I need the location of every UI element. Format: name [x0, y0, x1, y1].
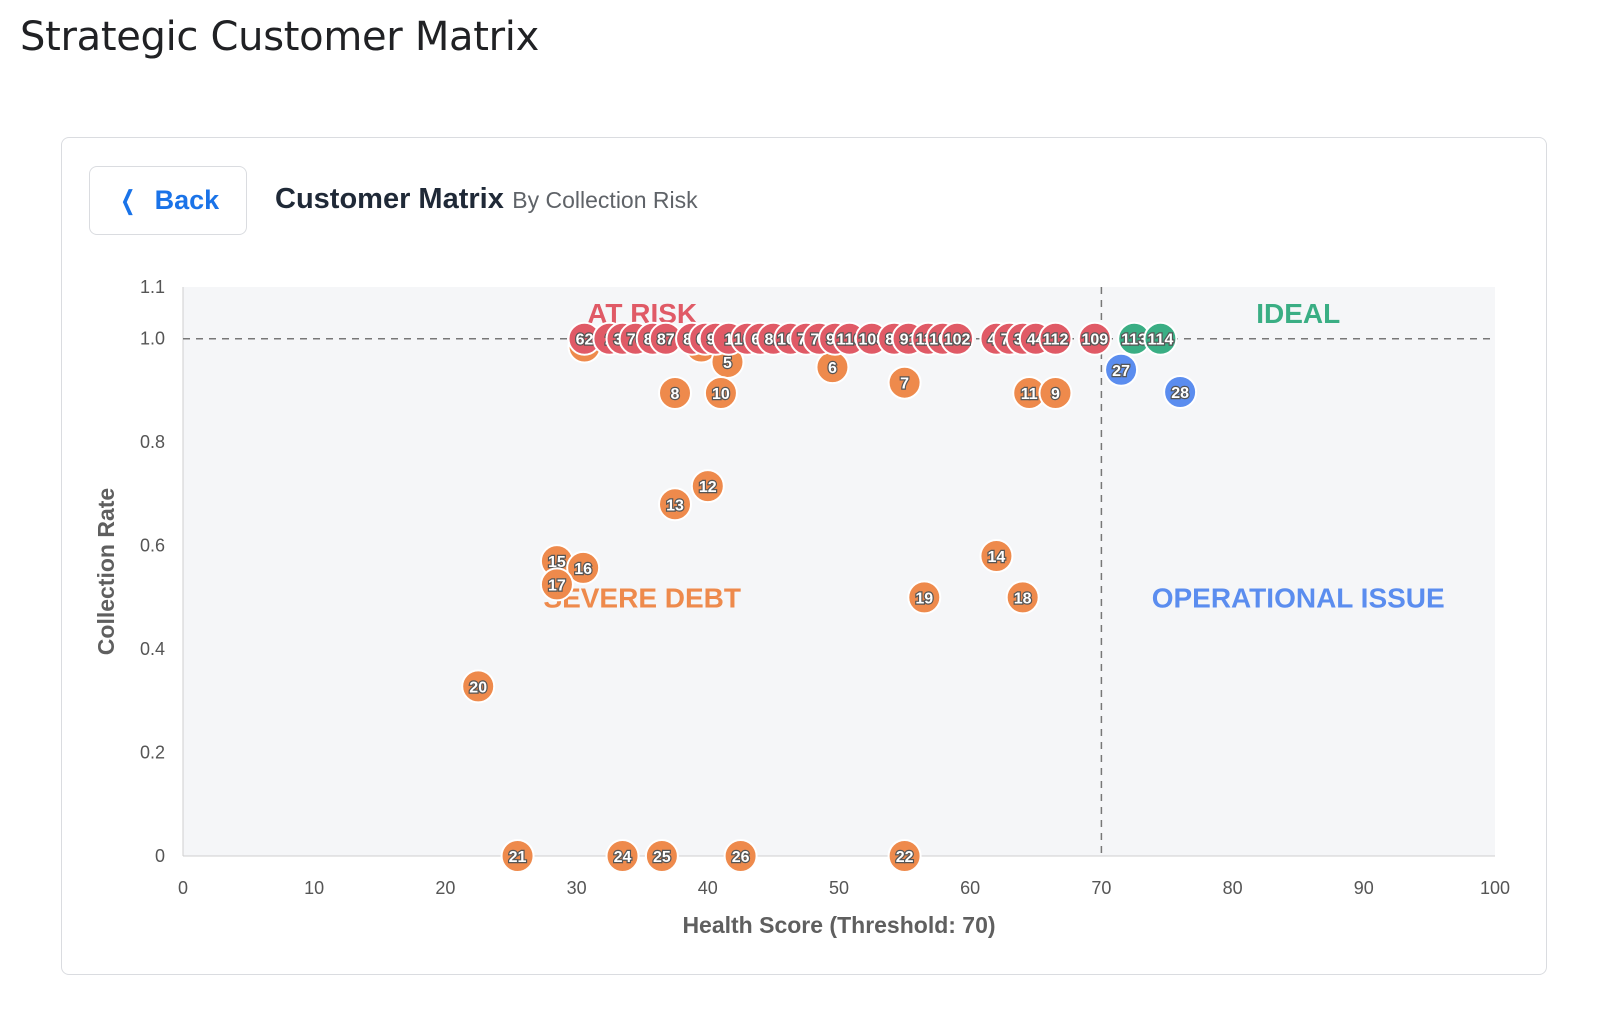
data-point-label-11: 11 [1021, 386, 1038, 403]
data-point-label-114: 114 [1148, 332, 1174, 349]
data-point-label-87: 87 [657, 332, 675, 349]
quadrant-label-operational-issue: OPERATIONAL ISSUE [1152, 582, 1445, 613]
chart-heading: Customer Matrix By Collection Risk [275, 183, 698, 216]
chevron-left-icon: ❮ [120, 185, 136, 216]
x-tick-label: 60 [960, 878, 980, 898]
data-point-13[interactable] [658, 487, 692, 522]
data-point-28[interactable] [1163, 375, 1198, 410]
quadrant-label-severe-debt: SEVERE DEBT [543, 582, 741, 613]
data-point-label-15: 15 [548, 554, 566, 571]
data-point-label-7: 7 [900, 376, 909, 393]
data-point-label-18: 18 [1014, 590, 1032, 607]
x-tick-label: 40 [698, 878, 718, 898]
y-tick-label: 0.6 [140, 536, 165, 556]
data-point-label-20: 20 [469, 679, 487, 696]
data-point-19[interactable] [907, 580, 942, 615]
x-tick-label: 80 [1223, 878, 1243, 898]
data-point-10[interactable] [703, 376, 738, 411]
data-point-114[interactable] [1143, 321, 1178, 356]
data-point-label-62: 62 [576, 332, 594, 349]
x-tick-label: 50 [829, 878, 849, 898]
data-point-21[interactable] [500, 839, 535, 873]
data-point-label-16: 16 [574, 561, 592, 578]
data-point-18[interactable] [1005, 580, 1040, 615]
chart-subtitle: By Collection Risk [512, 187, 698, 213]
data-point-label-102: 102 [944, 332, 971, 349]
data-point-12[interactable] [690, 469, 725, 504]
data-point-22[interactable] [887, 839, 922, 873]
data-point-27[interactable] [1104, 352, 1139, 387]
data-point-label-6: 6 [828, 360, 837, 377]
chart-title: Customer Matrix [275, 183, 504, 215]
data-point-label-21: 21 [509, 849, 527, 866]
data-point-label-24: 24 [614, 849, 632, 866]
data-point-109[interactable] [1077, 321, 1112, 356]
x-tick-label: 70 [1091, 878, 1111, 898]
data-point-7[interactable] [887, 365, 922, 400]
data-point-25[interactable] [644, 839, 679, 873]
y-tick-label: 0 [155, 846, 165, 866]
y-tick-label: 0.2 [140, 743, 165, 763]
data-point-label-17: 17 [548, 577, 566, 594]
data-point-8[interactable] [658, 376, 692, 411]
data-point-16[interactable] [566, 550, 601, 585]
data-point-label-1: 1 [724, 332, 733, 349]
y-axis-label: Collection Rate [93, 488, 119, 655]
x-tick-label: 20 [435, 878, 455, 898]
y-tick-label: 0.4 [140, 639, 165, 659]
data-point-26[interactable] [723, 839, 758, 873]
data-point-label-112: 112 [1043, 332, 1069, 349]
x-axis-label: Health Score (Threshold: 70) [682, 912, 995, 938]
data-point-17[interactable] [539, 567, 574, 602]
y-tick-label: 0.8 [140, 432, 165, 452]
data-point-14[interactable] [979, 538, 1014, 573]
quadrant-label-ideal: IDEAL [1256, 298, 1340, 329]
data-point-24[interactable] [605, 839, 640, 873]
data-point-label-25: 25 [653, 849, 671, 866]
data-point-label-13: 13 [666, 497, 684, 514]
back-button[interactable]: ❮ Back [89, 166, 247, 235]
data-point-label-22: 22 [896, 849, 914, 866]
x-tick-label: 0 [178, 878, 188, 898]
data-point-label-113: 113 [1121, 332, 1147, 349]
y-tick-label: 1.1 [140, 277, 165, 297]
data-point-label-27: 27 [1112, 363, 1130, 380]
data-point-20[interactable] [461, 669, 496, 704]
data-point-label-8: 8 [671, 386, 680, 403]
x-tick-label: 30 [567, 878, 587, 898]
back-button-label: Back [154, 185, 220, 215]
x-tick-label: 10 [304, 878, 324, 898]
data-point-label-19: 19 [915, 590, 933, 607]
data-point-112[interactable] [1038, 321, 1073, 356]
data-point-label-10: 10 [712, 386, 730, 403]
data-point-label-26: 26 [732, 849, 750, 866]
data-point-label-28: 28 [1171, 385, 1189, 402]
data-point-9[interactable] [1038, 376, 1073, 411]
data-point-102[interactable] [940, 321, 975, 356]
data-point-label-5: 5 [723, 355, 732, 372]
data-point-label-14: 14 [988, 549, 1006, 566]
data-point-label-9: 9 [1051, 386, 1060, 403]
data-point-label-12: 12 [699, 479, 717, 496]
y-tick-label: 1.0 [140, 329, 165, 349]
x-tick-label: 90 [1354, 878, 1374, 898]
data-point-label-109: 109 [1081, 332, 1108, 349]
page-title: Strategic Customer Matrix [20, 14, 539, 60]
x-tick-label: 100 [1480, 878, 1510, 898]
